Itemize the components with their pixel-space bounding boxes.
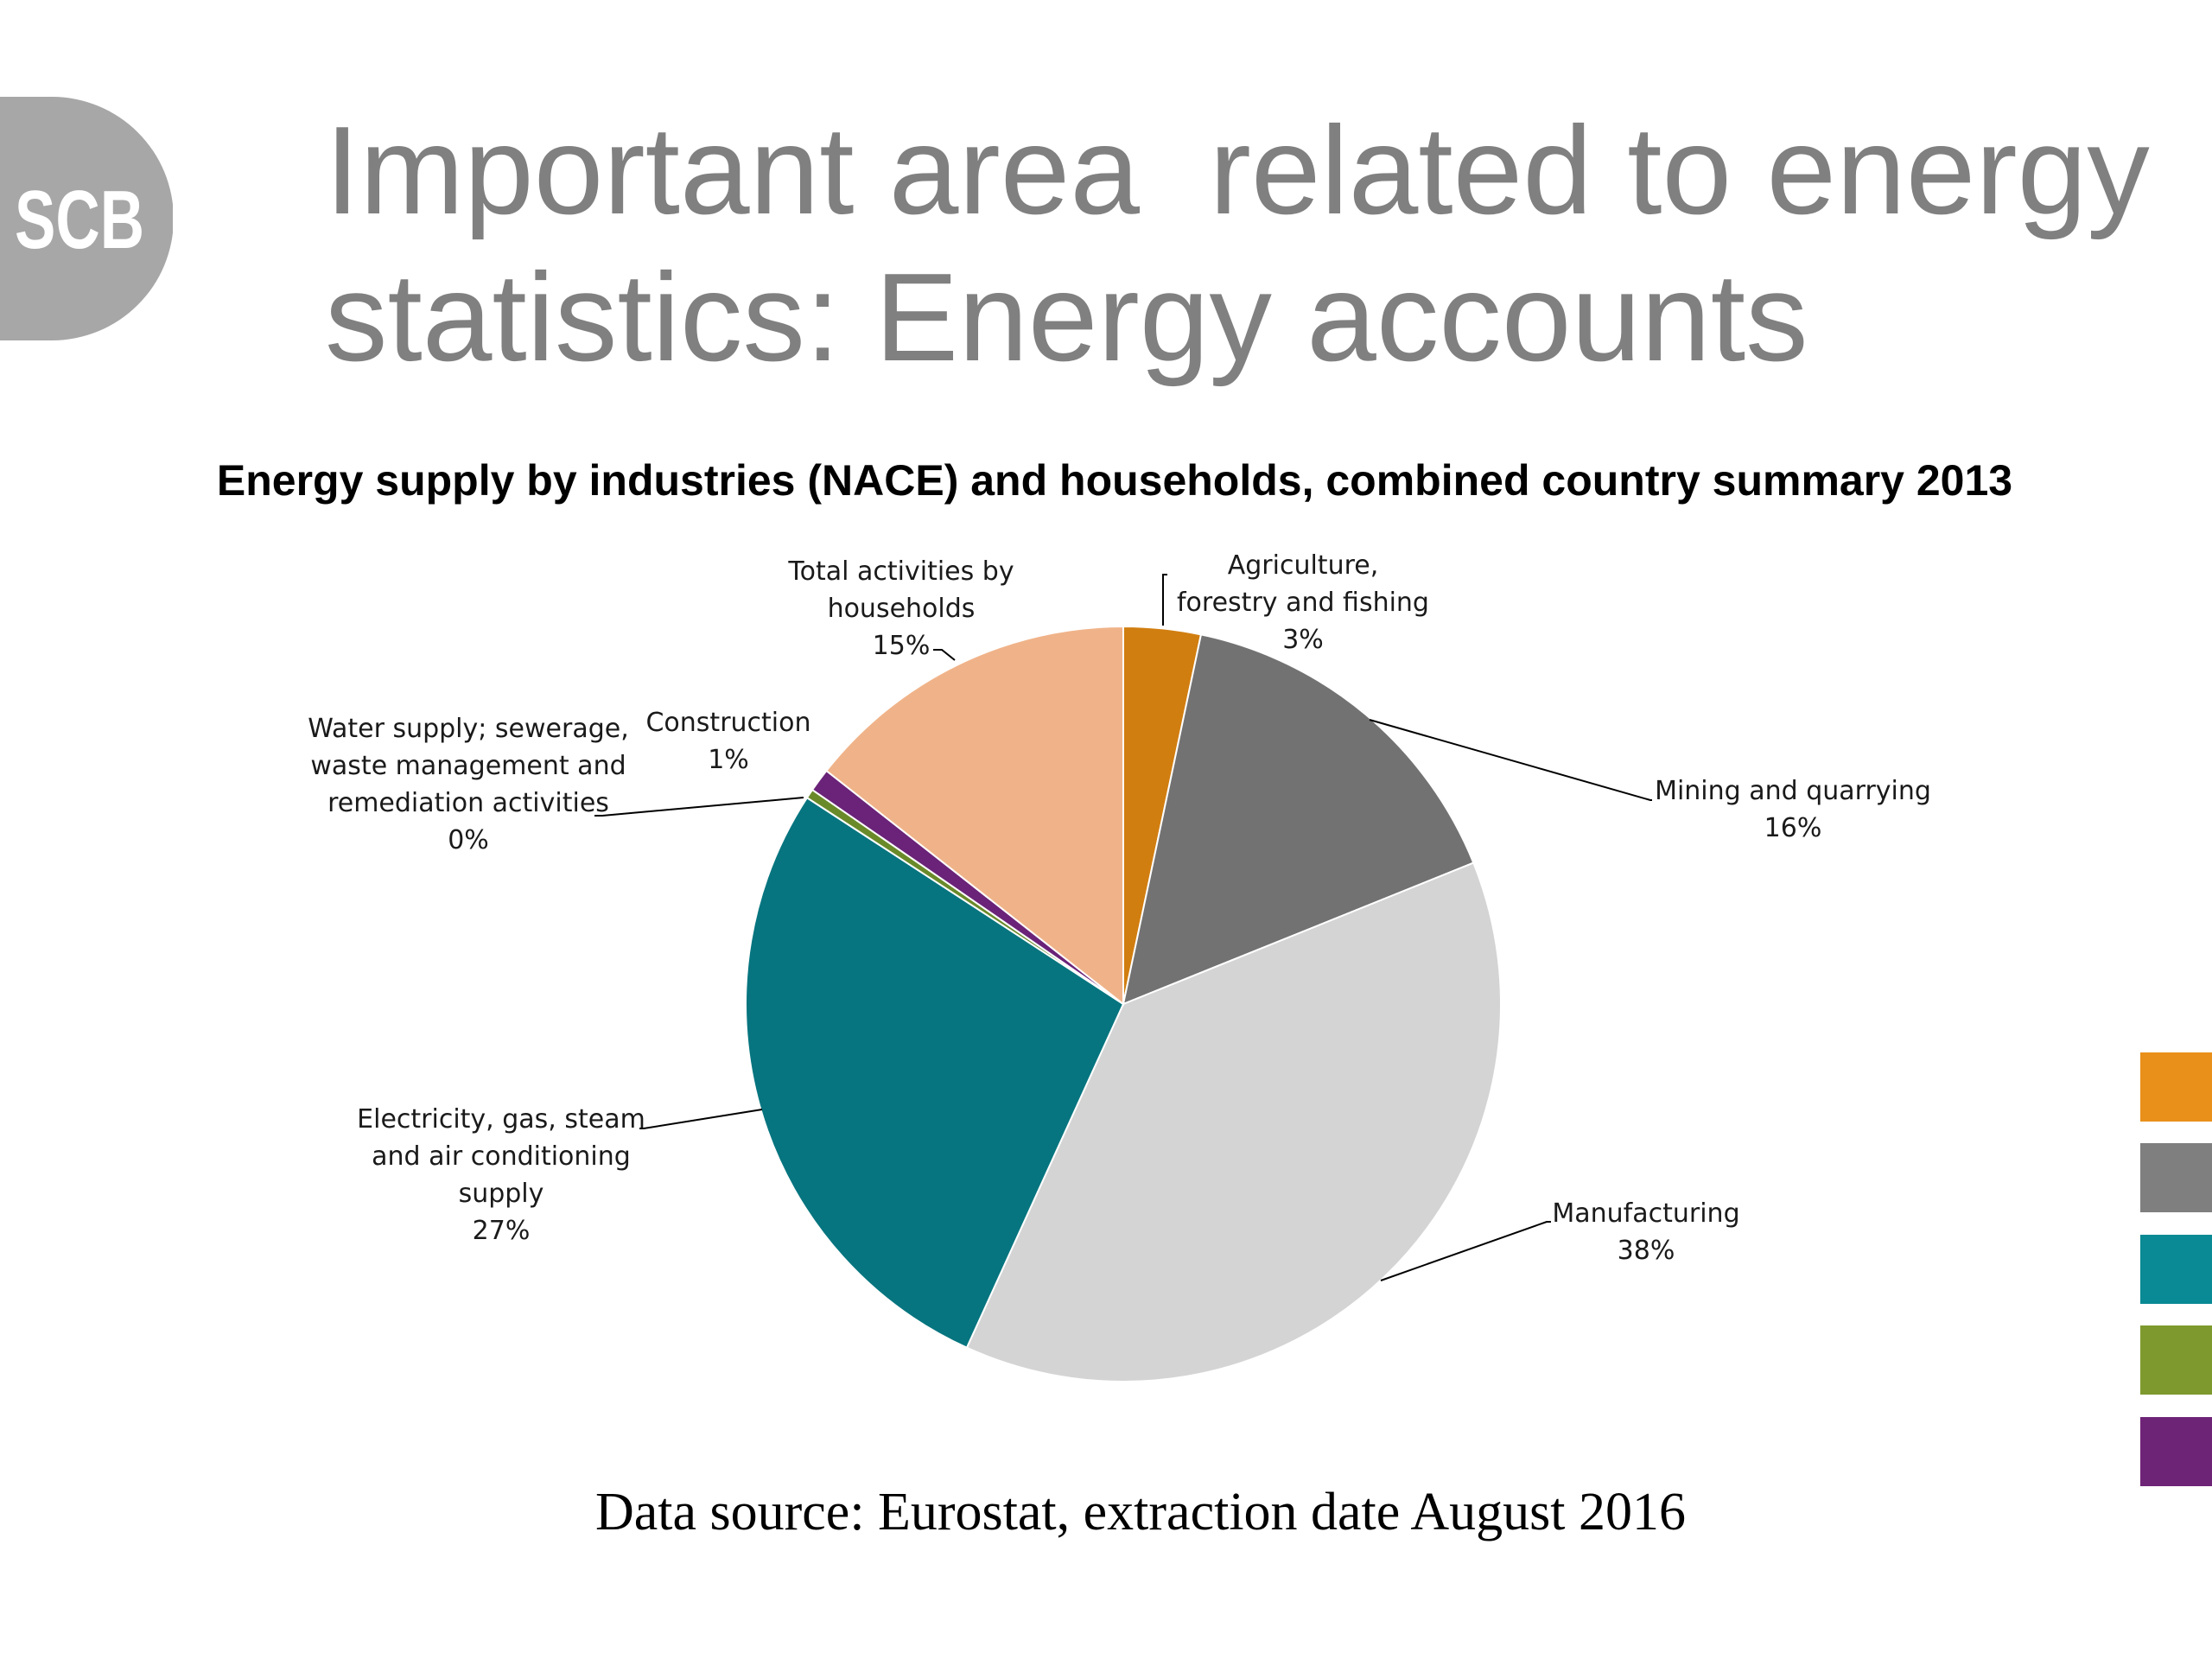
logo-text: SCB <box>15 174 144 266</box>
leader-line-manufacturing <box>1380 1221 1551 1281</box>
legend-swatch <box>2140 1052 2212 1122</box>
data-source-note: Data source: Eurostat, extraction date A… <box>594 1483 1687 1541</box>
chart-title: Energy supply by industries (NACE) and h… <box>216 456 2013 505</box>
legend-swatch <box>2140 1417 2212 1486</box>
data-label-mining-and-quarrying: Mining and quarrying 16% <box>1655 776 1931 843</box>
data-label-electricity-gas-steam-and-air-conditioning-supply: Electricity, gas, steam and air condition… <box>357 1104 645 1246</box>
pie-slice-total-activities-by-households <box>824 625 1124 1007</box>
slide-title-line-2: statistics: Energy accounts <box>325 247 1808 387</box>
leader-line-mining-and-quarrying <box>1369 719 1652 801</box>
pie-slice-mining-and-quarrying <box>1122 633 1475 1006</box>
data-label-construction: Construction 1% <box>645 708 810 775</box>
legend-swatch <box>2140 1235 2212 1304</box>
data-label-manufacturing: Manufacturing 38% <box>1552 1198 1739 1266</box>
slide-title-line-1: Important area related to energy <box>325 100 2150 240</box>
legend-swatch <box>2140 1143 2212 1212</box>
leader-line-agriculture-forestry-and-fishing <box>1162 574 1167 626</box>
slide-title: Important area related to energy statist… <box>325 97 2150 391</box>
leader-line-total-activities-by-households <box>933 649 956 661</box>
scb-logo: SCB <box>0 97 173 340</box>
leader-line-electricity-gas-steam-and-air-conditioning-supply <box>639 1109 763 1129</box>
data-label-agriculture-forestry-and-fishing: Agriculture, forestry and fishing 3% <box>1177 550 1429 655</box>
data-label-water-supply-sewerage-waste-management-and-remediation-activities: Water supply; sewerage, waste management … <box>308 714 629 855</box>
pie-slice-manufacturing <box>965 861 1502 1382</box>
legend-swatch <box>2140 1325 2212 1395</box>
leader-line-water-supply-sewerage-waste-management-and-remediation-activities <box>594 797 804 817</box>
data-label-total-activities-by-households: Total activities by households 15% <box>787 556 1014 661</box>
